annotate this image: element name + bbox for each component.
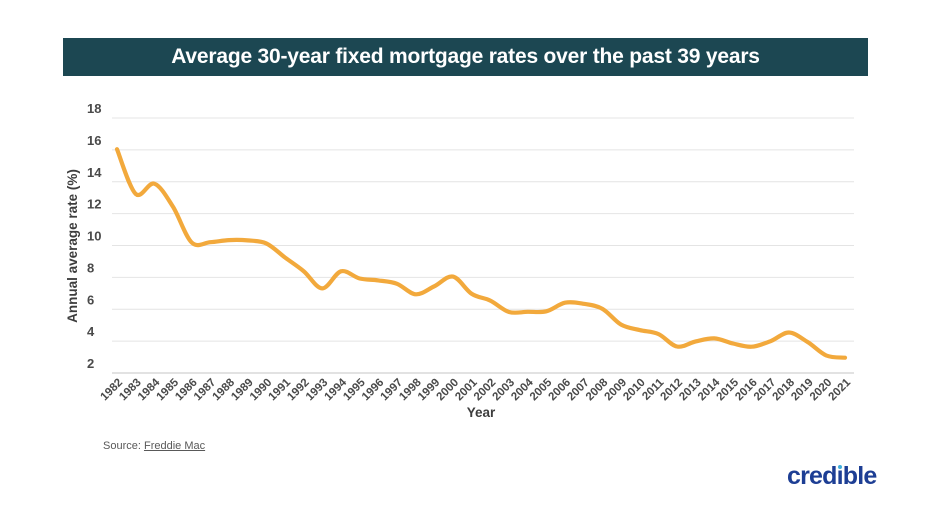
y-tick-label: 4 — [87, 324, 95, 339]
source-link-freddie-mac[interactable]: Freddie Mac — [143, 440, 206, 452]
y-tick-label: 8 — [87, 260, 94, 275]
logo-text: ble — [842, 462, 878, 490]
y-tick-label: 18 — [87, 101, 101, 116]
source-note: Source: Freddie Mac — [103, 440, 205, 452]
y-tick-label: 14 — [87, 165, 102, 180]
y-tick-label: 16 — [87, 133, 101, 148]
logo-i-dot — [837, 465, 842, 469]
x-tick-label: 2021 — [827, 376, 854, 403]
credible-logo: credı ble — [787, 462, 877, 491]
rate-line — [114, 147, 848, 360]
y-tick-label: 2 — [87, 356, 94, 371]
source-label: Source: — [103, 440, 144, 452]
y-tick-label: 12 — [87, 197, 101, 212]
y-tick-label: 10 — [87, 229, 101, 244]
y-tick-label: 6 — [87, 292, 94, 307]
logo-letter-i: ı — [836, 462, 844, 490]
logo-text: cred — [787, 462, 837, 490]
y-axis-title: Annual average rate (%) — [65, 169, 80, 323]
chart-title-bar: Average 30-year fixed mortgage rates ove… — [63, 38, 868, 76]
chart-title: Average 30-year fixed mortgage rates ove… — [171, 45, 760, 68]
x-axis-title: Year — [467, 405, 496, 420]
